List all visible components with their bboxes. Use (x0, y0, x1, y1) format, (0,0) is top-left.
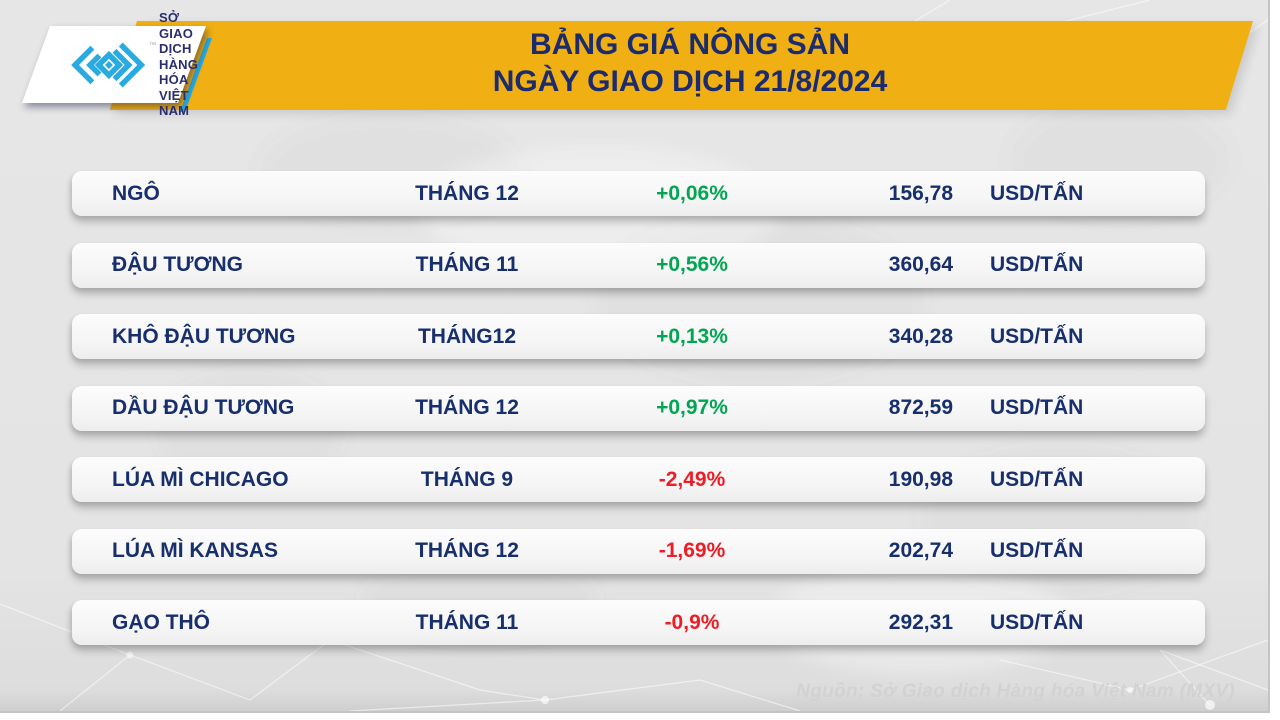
table-row: LÚA MÌ CHICAGO THÁNG 9 -2,49% 190,98 USD… (72, 457, 1205, 502)
logo-text-line2: HÀNG HÓA (159, 56, 199, 88)
price-value: 872,59 (888, 396, 953, 419)
price-unit: USD/TẤN (990, 396, 1084, 419)
price-unit: USD/TẤN (990, 467, 1084, 491)
contract-month: THÁNG 12 (415, 181, 519, 205)
table-row: NGÔ THÁNG 12 +0,06% 156,78 USD/TẤN (72, 171, 1205, 216)
price-value: 190,98 (888, 467, 953, 491)
title-line1: BẢNG GIÁ NÔNG SẢN (529, 28, 850, 61)
contract-month: THÁNG 11 (415, 253, 519, 276)
price-unit: USD/TẤN (990, 324, 1084, 348)
commodity-name: ĐẬU TƯƠNG (112, 253, 243, 276)
commodity-name: GẠO THÔ (112, 610, 210, 634)
table-row: ĐẬU TƯƠNG THÁNG 11 +0,56% 360,64 USD/TẤN (72, 242, 1205, 288)
table-row: GẠO THÔ THÁNG 11 -0,9% 292,31 USD/TẤN (72, 600, 1205, 645)
table-row: KHÔ ĐẬU TƯƠNG THÁNG12 +0,13% 340,28 USD/… (72, 314, 1205, 359)
table-row: LÚA MÌ KANSAS THÁNG 12 -1,69% 202,74 USD… (72, 528, 1205, 574)
percent-change: +0,97% (656, 396, 728, 419)
contract-month: THÁNG 9 (420, 467, 514, 491)
source-note: Nguồn: Sở Giao dịch Hàng hóa Việt Nam (M… (796, 681, 1235, 702)
commodity-name: KHÔ ĐẬU TƯƠNG (112, 324, 296, 348)
contract-month: THÁNG 12 (415, 539, 519, 562)
logo-text-line1: SỞ GIAO DỊCH (159, 10, 194, 57)
mxv-logo-icon (71, 42, 146, 87)
price-value: 292,31 (888, 610, 953, 634)
percent-change: +0,13% (656, 324, 728, 348)
percent-change: -0,9% (664, 610, 720, 634)
contract-month: THÁNG12 (417, 324, 517, 348)
price-value: 360,64 (888, 253, 953, 276)
price-unit: USD/TẤN (990, 610, 1084, 634)
logo-text-line3: VIỆT NAM (159, 87, 190, 119)
mxv-logo: ™ SỞ GIAO DỊCH HÀNG HÓA VIỆT NAM (21, 10, 207, 118)
price-value: 156,78 (888, 181, 953, 205)
price-value: 202,74 (888, 539, 953, 562)
logo-text: SỞ GIAO DỊCH HÀNG HÓA VIỆT NAM (159, 10, 206, 119)
commodity-name: DẦU ĐẬU TƯƠNG (112, 396, 295, 419)
contract-month: THÁNG 12 (415, 396, 519, 419)
price-unit: USD/TẤN (990, 253, 1084, 276)
percent-change: -2,49% (658, 467, 726, 491)
contract-month: THÁNG 11 (415, 610, 519, 634)
percent-change: +0,06% (656, 181, 728, 205)
price-unit: USD/TẤN (990, 539, 1084, 562)
commodity-name: NGÔ (112, 181, 160, 205)
title-line2: NGÀY GIAO DỊCH 21/8/2024 (492, 65, 888, 98)
page-title: BẢNG GIÁ NÔNG SẢN NGÀY GIAO DỊCH 21/8/20… (330, 26, 1050, 100)
trademark-symbol: ™ (149, 42, 156, 49)
percent-change: -1,69% (658, 539, 726, 562)
commodity-name: LÚA MÌ CHICAGO (112, 467, 289, 491)
price-value: 340,28 (888, 324, 953, 348)
table-row: DẦU ĐẬU TƯƠNG THÁNG 12 +0,97% 872,59 USD… (72, 385, 1205, 431)
price-table: NGÔ THÁNG 12 +0,06% 156,78 USD/TẤN ĐẬU T… (72, 171, 1205, 672)
price-unit: USD/TẤN (990, 181, 1084, 205)
commodity-name: LÚA MÌ KANSAS (112, 539, 279, 562)
percent-change: +0,56% (656, 253, 728, 276)
